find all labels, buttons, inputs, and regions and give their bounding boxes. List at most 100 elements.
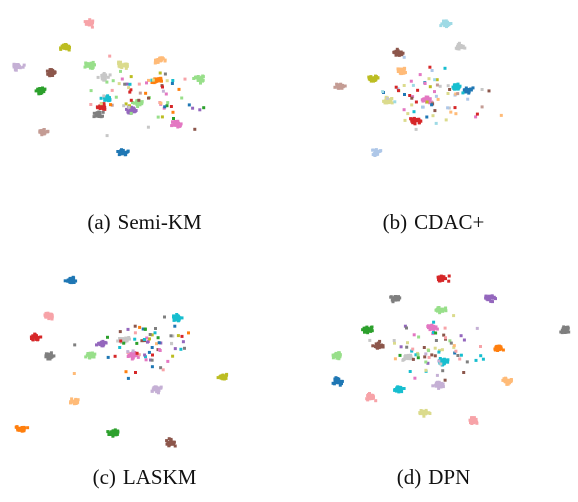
data-point bbox=[166, 101, 170, 105]
data-point bbox=[163, 315, 166, 319]
data-point bbox=[444, 309, 448, 313]
data-point bbox=[403, 66, 407, 70]
data-point bbox=[158, 57, 162, 61]
data-point bbox=[124, 102, 128, 106]
cluster-7 bbox=[117, 60, 129, 70]
data-point bbox=[484, 294, 488, 298]
data-point bbox=[453, 106, 457, 110]
caption-method: DPN bbox=[428, 465, 471, 489]
cluster-7 bbox=[106, 428, 120, 438]
data-point bbox=[339, 84, 342, 88]
data-point bbox=[480, 88, 484, 91]
data-point bbox=[167, 437, 171, 441]
data-point bbox=[444, 337, 447, 341]
data-point bbox=[171, 354, 175, 358]
data-point bbox=[502, 377, 506, 381]
data-point bbox=[115, 432, 119, 436]
data-point bbox=[392, 297, 396, 301]
data-point bbox=[168, 442, 172, 446]
data-point bbox=[89, 89, 93, 93]
data-point bbox=[174, 317, 177, 321]
data-point bbox=[398, 50, 402, 54]
data-point bbox=[399, 72, 403, 76]
data-point bbox=[173, 444, 177, 448]
data-point bbox=[374, 342, 378, 346]
data-point bbox=[371, 394, 375, 398]
data-point bbox=[163, 105, 167, 109]
data-point bbox=[129, 98, 133, 102]
data-point bbox=[59, 47, 63, 51]
data-point bbox=[456, 92, 460, 96]
cluster-14 bbox=[99, 94, 112, 103]
data-point bbox=[470, 422, 474, 425]
data-point bbox=[403, 118, 407, 122]
data-point bbox=[87, 23, 91, 27]
data-point bbox=[14, 68, 18, 72]
cluster-11 bbox=[493, 344, 505, 352]
data-point bbox=[194, 75, 197, 79]
data-point bbox=[157, 58, 161, 62]
data-point bbox=[128, 90, 132, 94]
data-point bbox=[413, 376, 417, 380]
panel-a: (a) Semi-KM bbox=[0, 0, 289, 251]
data-point bbox=[418, 119, 422, 123]
data-point bbox=[444, 118, 448, 122]
data-point bbox=[222, 377, 226, 381]
data-point bbox=[371, 79, 375, 83]
data-point bbox=[437, 386, 441, 390]
data-point bbox=[159, 385, 163, 389]
data-point bbox=[416, 88, 420, 92]
data-point bbox=[100, 342, 104, 346]
data-point bbox=[388, 98, 391, 102]
data-point bbox=[436, 97, 440, 101]
data-point bbox=[460, 45, 464, 49]
data-point bbox=[193, 127, 197, 131]
data-point bbox=[447, 279, 451, 283]
cluster-14 bbox=[84, 351, 97, 360]
data-point bbox=[416, 356, 420, 360]
data-point bbox=[462, 338, 466, 342]
data-point bbox=[334, 376, 338, 380]
data-point bbox=[93, 352, 97, 356]
data-point bbox=[393, 51, 397, 55]
data-point bbox=[26, 426, 30, 430]
data-point bbox=[104, 73, 108, 77]
data-point bbox=[88, 354, 92, 358]
data-point bbox=[367, 393, 370, 396]
data-point bbox=[165, 79, 169, 83]
data-point bbox=[147, 350, 151, 354]
data-point bbox=[412, 110, 416, 114]
scatter-plot-d bbox=[331, 274, 571, 425]
data-point bbox=[173, 324, 177, 328]
data-point bbox=[36, 336, 40, 339]
data-point bbox=[129, 88, 133, 92]
data-point bbox=[75, 399, 79, 403]
data-point bbox=[142, 338, 146, 341]
cluster-13 bbox=[172, 313, 184, 323]
data-point bbox=[44, 315, 48, 319]
data-point bbox=[395, 47, 399, 51]
data-point bbox=[405, 345, 409, 349]
data-point bbox=[177, 316, 181, 320]
data-point bbox=[410, 118, 414, 122]
data-point bbox=[159, 341, 163, 345]
data-point bbox=[434, 325, 438, 329]
data-point bbox=[150, 389, 154, 393]
data-point bbox=[84, 355, 88, 359]
data-point bbox=[411, 347, 415, 351]
data-point bbox=[474, 419, 478, 422]
data-point bbox=[462, 371, 466, 374]
data-point bbox=[448, 88, 452, 91]
data-point bbox=[116, 429, 120, 433]
data-point bbox=[199, 78, 203, 82]
data-point bbox=[102, 106, 106, 110]
data-point bbox=[150, 81, 154, 84]
data-point bbox=[446, 92, 450, 95]
data-point bbox=[425, 100, 429, 104]
data-point bbox=[337, 351, 340, 355]
data-point bbox=[122, 341, 126, 345]
data-point bbox=[181, 340, 185, 344]
data-point bbox=[428, 328, 432, 332]
cluster-4 bbox=[44, 351, 56, 361]
data-point bbox=[409, 79, 413, 83]
